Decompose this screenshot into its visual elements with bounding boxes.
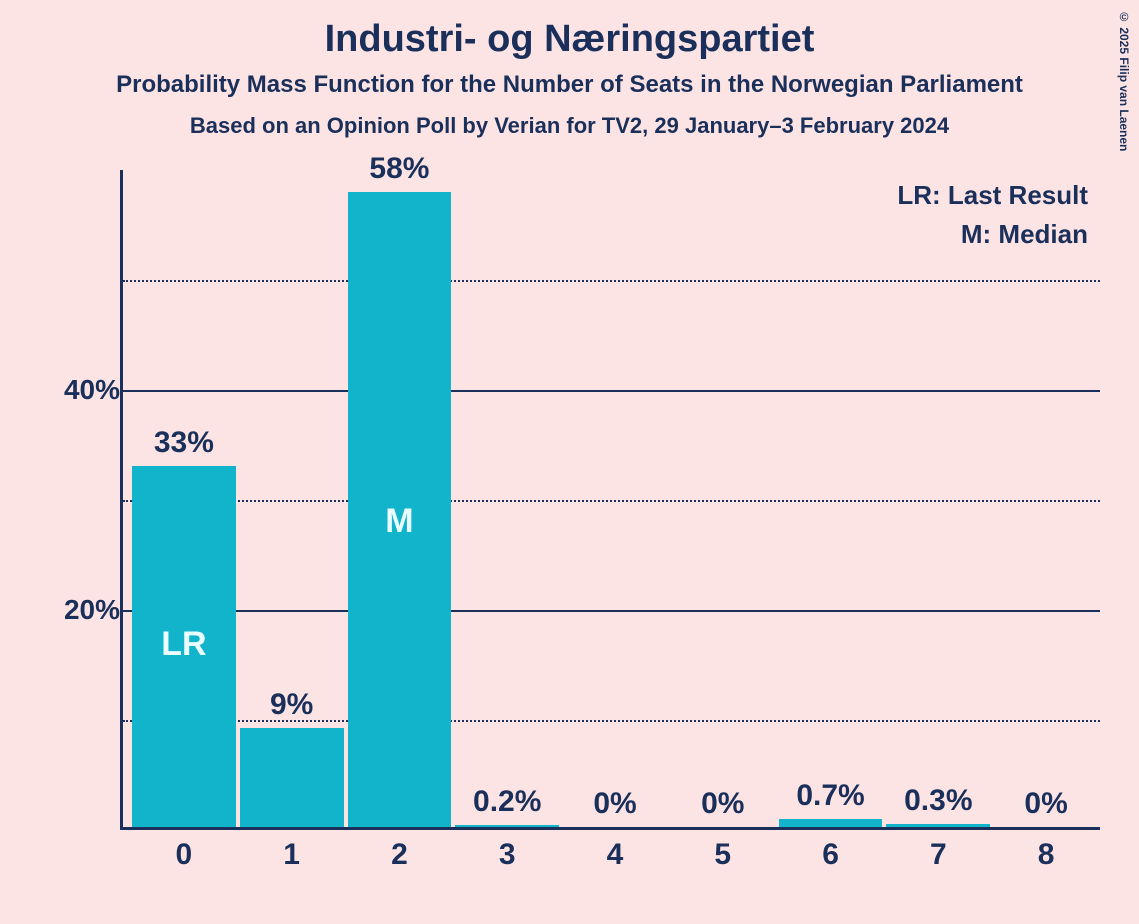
bar-value-label: 0% bbox=[561, 787, 669, 821]
bar-slot: 58%M bbox=[346, 170, 454, 827]
bar-value-label: 0% bbox=[992, 787, 1100, 821]
y-tick-label: 20% bbox=[40, 594, 120, 626]
x-tick-label: 0 bbox=[130, 838, 238, 872]
bar-inside-label: M bbox=[346, 502, 454, 541]
bar-slot: 0% bbox=[992, 170, 1100, 827]
bar bbox=[240, 728, 344, 827]
bar-slot: 0.3% bbox=[884, 170, 992, 827]
x-tick-label: 8 bbox=[992, 838, 1100, 872]
bar-slot: 0% bbox=[561, 170, 669, 827]
chart-subtitle-2: Based on an Opinion Poll by Verian for T… bbox=[0, 113, 1139, 139]
x-tick-label: 2 bbox=[346, 838, 454, 872]
bar-slot: 33% LR bbox=[130, 170, 238, 827]
bar bbox=[886, 824, 990, 827]
x-tick-label: 4 bbox=[561, 838, 669, 872]
bar-slot: 0.2% bbox=[453, 170, 561, 827]
plot-area: LR: Last Result M: Median 33%LR9%58%M0.2… bbox=[120, 170, 1100, 830]
bar-value-label: 0.3% bbox=[884, 784, 992, 824]
bar-inside-label: LR bbox=[130, 625, 238, 664]
bar-slot: 0.7% bbox=[777, 170, 885, 827]
title-block: Industri- og Næringspartiet Probability … bbox=[0, 0, 1139, 139]
y-tick-label: 40% bbox=[40, 374, 120, 406]
bar-value-label: 58% bbox=[346, 152, 454, 192]
bar-value-label: 33% bbox=[130, 426, 238, 466]
bar bbox=[779, 819, 883, 827]
bar-value-label: 0% bbox=[669, 787, 777, 821]
copyright-text: © 2025 Filip van Laenen bbox=[1117, 10, 1131, 151]
chart-title: Industri- og Næringspartiet bbox=[0, 18, 1139, 61]
x-tick-label: 7 bbox=[884, 838, 992, 872]
bar-value-label: 9% bbox=[238, 688, 346, 728]
x-tick-label: 5 bbox=[669, 838, 777, 872]
x-tick-label: 6 bbox=[777, 838, 885, 872]
bar-slot: 0% bbox=[669, 170, 777, 827]
x-tick-label: 3 bbox=[453, 838, 561, 872]
bar-slot: 9% bbox=[238, 170, 346, 827]
bars-container: 33%LR9%58%M0.2%0%0%0.7%0.3%0% bbox=[120, 170, 1100, 827]
chart-subtitle-1: Probability Mass Function for the Number… bbox=[0, 71, 1139, 99]
bar-value-label: 0.2% bbox=[453, 785, 561, 825]
x-tick-label: 1 bbox=[238, 838, 346, 872]
chart-area: LR: Last Result M: Median 33%LR9%58%M0.2… bbox=[40, 170, 1110, 890]
x-axis bbox=[120, 827, 1100, 830]
bar-value-label: 0.7% bbox=[777, 779, 885, 819]
bar bbox=[455, 825, 559, 827]
